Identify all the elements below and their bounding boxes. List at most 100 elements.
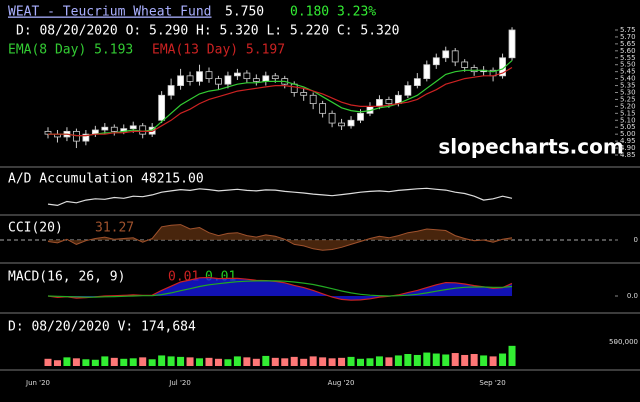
candle-body (338, 122, 345, 127)
candle-body (357, 112, 364, 121)
volume-bar (290, 356, 298, 366)
volume-bar (470, 354, 478, 366)
candle-body (328, 112, 336, 124)
y-tick-label: 500,000 (609, 338, 638, 346)
volume-bar (139, 357, 147, 366)
candle-body (442, 50, 450, 59)
candle-body (73, 130, 80, 142)
y-tick-label: 5.75 (620, 26, 636, 34)
y-tick-label: 5.70 (620, 33, 636, 41)
candle-body (385, 99, 393, 105)
y-tick-label: 0 (634, 236, 638, 244)
x-tick-label: Sep '20 (479, 379, 505, 387)
volume-bar (489, 356, 497, 366)
candle-body (451, 50, 459, 63)
volume-bar (91, 359, 99, 366)
candle-body (470, 67, 478, 73)
volume-bar (271, 357, 279, 366)
volume-bar (366, 358, 374, 366)
y-tick-label: 5.40 (620, 75, 636, 83)
panel-value: 31.27 (95, 221, 134, 236)
symbol[interactable]: WEAT - Teucrium Wheat Fund (8, 5, 212, 20)
panel-title: MACD(16, 26, 9) (8, 270, 125, 285)
volume-bar (63, 357, 71, 366)
volume-bar (375, 356, 383, 366)
candle-body (101, 126, 109, 131)
candle-body (252, 78, 260, 82)
y-tick-label: 5.65 (620, 40, 636, 48)
y-tick-label: 5.20 (620, 102, 636, 110)
change: 0.180 3.23% (290, 5, 376, 20)
candle-body (508, 29, 516, 59)
volume-bar (186, 357, 194, 366)
y-tick-label: 5.35 (620, 82, 636, 90)
volume-bar (53, 360, 61, 366)
volume-bar (177, 356, 185, 366)
candle-body (129, 125, 137, 130)
y-tick-label: 5.15 (620, 109, 636, 117)
candle-body (243, 72, 251, 80)
panel-title: A/D Accumulation 48215.00 (8, 172, 204, 187)
ema-line (48, 60, 513, 137)
volume-bar (82, 359, 90, 366)
x-tick-label: Jul '20 (168, 379, 191, 387)
y-tick-label: 5.25 (620, 95, 636, 103)
volume-bar (461, 354, 469, 366)
volume-bar (262, 355, 270, 366)
y-tick-label: 4.95 (620, 137, 636, 145)
candle-body (186, 75, 194, 82)
volume-bar (281, 358, 289, 366)
x-tick-label: Jun '20 (25, 379, 50, 387)
cci-fill (48, 224, 513, 251)
volume-bar (233, 356, 241, 366)
candle-body (196, 71, 203, 82)
volume-bar (167, 356, 175, 366)
y-tick-label: 5.30 (620, 89, 636, 97)
candle-body (413, 78, 421, 86)
volume-bar (357, 358, 365, 366)
volume-bar (480, 355, 488, 366)
volume-bar (394, 355, 402, 366)
y-tick-label: 5.60 (620, 47, 636, 55)
volume-bar (319, 357, 327, 366)
line (47, 187, 513, 207)
y-tick-label: 0.0 (627, 292, 638, 300)
candle-body (461, 61, 469, 68)
volume-bar (158, 355, 166, 366)
volume-bar (129, 358, 137, 366)
volume-bar (451, 353, 459, 366)
volume-bar (385, 357, 393, 366)
volume-bar (110, 357, 118, 366)
y-tick-label: 4.85 (620, 151, 636, 159)
volume-bar (205, 357, 213, 366)
volume-bar (499, 353, 507, 366)
y-tick-label: 5.10 (620, 116, 636, 124)
volume-bar (404, 354, 412, 366)
candle-body (262, 75, 270, 82)
volume-bar (300, 358, 308, 366)
candle-body (233, 72, 241, 77)
candle-body (319, 103, 327, 114)
ema-line (48, 66, 513, 137)
candle-body (309, 94, 317, 105)
volume-bar (243, 357, 251, 366)
volume-bar (101, 356, 109, 366)
volume-bar (338, 357, 346, 366)
y-tick-label: 5.55 (620, 54, 636, 62)
candle-body (271, 75, 279, 80)
candle-body (404, 85, 412, 96)
panel-title: CCI(20) (8, 221, 63, 236)
volume-bar (347, 356, 355, 366)
candle-body (376, 99, 383, 107)
volume-bar (328, 358, 336, 366)
candle-body (167, 85, 175, 96)
candle-body (215, 78, 222, 85)
candle-body (224, 75, 232, 85)
line (47, 276, 513, 301)
candle-body (139, 125, 147, 135)
volume-bar (120, 358, 128, 366)
volume-bar (196, 358, 204, 366)
legend-entry: EMA(13 Day) 5.197 (152, 43, 285, 58)
